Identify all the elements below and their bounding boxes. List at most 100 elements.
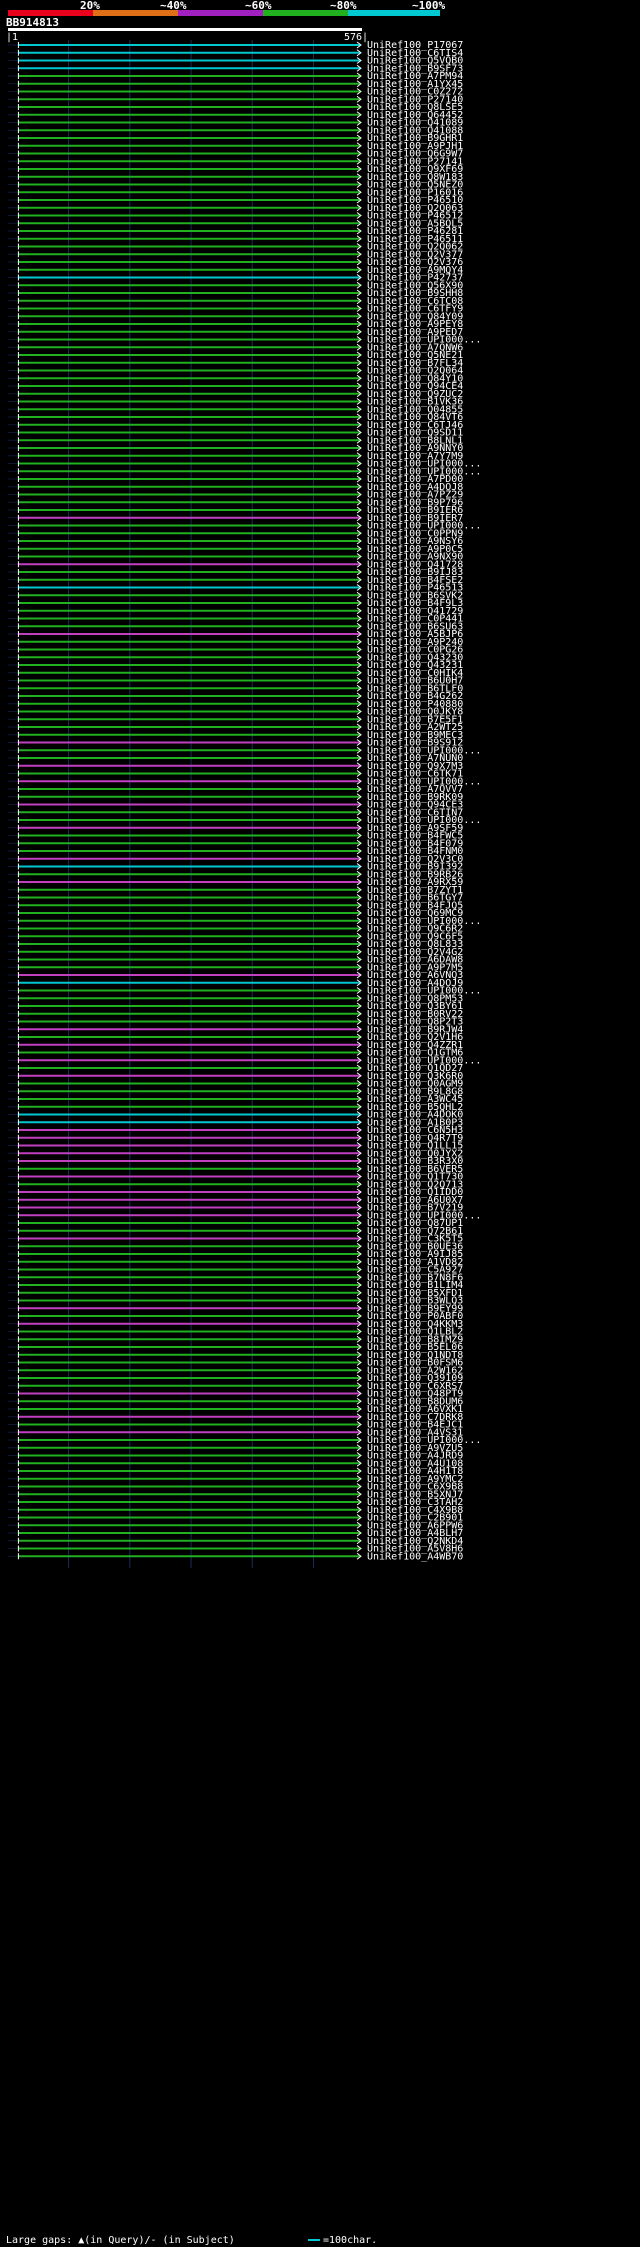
hit-label[interactable]: UniRef100_UPI000...	[367, 1210, 481, 1221]
hit-label[interactable]: UniRef100_B0UE36	[367, 1241, 463, 1252]
hit-label[interactable]: UniRef100_Q9SD11	[367, 428, 463, 439]
hit-label[interactable]: UniRef100_A9IJ85	[367, 1249, 463, 1260]
hit-label[interactable]: UniRef100_P16016	[367, 187, 463, 198]
hit-label[interactable]: UniRef100_UPI000...	[367, 745, 481, 756]
hit-label[interactable]: UniRef100_Q1NDT8	[367, 1350, 463, 1361]
hit-label[interactable]: UniRef100_C4X9B8	[367, 1505, 463, 1516]
hit-label[interactable]: UniRef100_A1VD82	[367, 1257, 463, 1268]
hit-label[interactable]: UniRef100_B9IER6	[367, 505, 463, 516]
hit-label[interactable]: UniRef100_Q64452	[367, 110, 463, 121]
hit-label[interactable]: UniRef100_Q39109	[367, 1373, 463, 1384]
hit-label[interactable]: UniRef100_A6U0X7	[367, 1195, 463, 1206]
hit-label[interactable]: UniRef100_Q1IDD0	[367, 1187, 463, 1198]
hit-label[interactable]: UniRef100_P0ABF0	[367, 1311, 463, 1322]
hit-label[interactable]: UniRef100_P46281	[367, 226, 463, 237]
hit-label[interactable]: UniRef100_A4VS31	[367, 1427, 463, 1438]
hit-label[interactable]: UniRef100_B0RV22	[367, 1009, 463, 1020]
hit-label[interactable]: UniRef100_B5QHL2	[367, 1102, 463, 1113]
hit-label[interactable]: UniRef100_A2W162	[367, 1365, 463, 1376]
hit-label[interactable]: UniRef100_UPI000...	[367, 776, 481, 787]
hit-label[interactable]: UniRef100_B9P796	[367, 497, 463, 508]
hit-label[interactable]: UniRef100_B5EL06	[367, 1342, 463, 1353]
hit-label[interactable]: UniRef100_Q4R7T9	[367, 1133, 463, 1144]
hit-label[interactable]: UniRef100_B6SU63	[367, 621, 463, 632]
hit-label[interactable]: UniRef100_A4DOJ8	[367, 482, 463, 493]
hit-label[interactable]: UniRef100_A4DOK0	[367, 1110, 463, 1121]
hit-label[interactable]: UniRef100_A9P240	[367, 637, 463, 648]
hit-label[interactable]: UniRef100_Q9X7M3	[367, 761, 463, 772]
hit-label[interactable]: UniRef100_B4FJQ5	[367, 900, 463, 911]
hit-label[interactable]: UniRef100_A7PZ29	[367, 490, 463, 501]
hit-label[interactable]: UniRef100_A7QNW6	[367, 342, 463, 353]
hit-label[interactable]: UniRef100_A9NSY6	[367, 536, 463, 547]
hit-label[interactable]: UniRef100_UPI000...	[367, 466, 481, 477]
hit-label[interactable]: UniRef100_C7DRK8	[367, 1412, 463, 1423]
hit-label[interactable]: UniRef100_P46512	[367, 211, 463, 222]
hit-label[interactable]: UniRef100_C2B901	[367, 1513, 463, 1524]
hit-label[interactable]: UniRef100_Q2Q062	[367, 242, 463, 253]
hit-label[interactable]: UniRef100_Q2V376	[367, 257, 463, 268]
hit-label[interactable]: UniRef100_Q41089	[367, 118, 463, 129]
hit-label[interactable]: UniRef100_Q43231	[367, 660, 463, 671]
hit-label[interactable]: UniRef100_UPI000...	[367, 986, 481, 997]
hit-label[interactable]: UniRef100_Q84Y10	[367, 373, 463, 384]
hit-label[interactable]: UniRef100_C6N5H3	[367, 1125, 463, 1136]
hit-label[interactable]: UniRef100_B9MEC3	[367, 730, 463, 741]
hit-label[interactable]: UniRef100_A7PD00	[367, 474, 463, 485]
hit-label[interactable]: UniRef100_B7FL34	[367, 358, 463, 369]
hit-label[interactable]: UniRef100_B9L8G8	[367, 1086, 463, 1097]
hit-label[interactable]: UniRef100_A9PEY8	[367, 319, 463, 330]
hit-label[interactable]: UniRef100_B8IMZ9	[367, 1334, 463, 1345]
hit-label[interactable]: UniRef100_B9RB26	[367, 869, 463, 880]
hit-label[interactable]: UniRef100_Q94CE3	[367, 800, 463, 811]
hit-label[interactable]: UniRef100_B9RJW4	[367, 1024, 463, 1035]
hit-label[interactable]: UniRef100_B1LIM4	[367, 1280, 463, 1291]
hit-label[interactable]: UniRef100_C6TK71	[367, 769, 463, 780]
hit-label[interactable]: UniRef100_Q2Q064	[367, 366, 463, 377]
hit-label[interactable]: UniRef100_A4WB70	[367, 1551, 463, 1562]
hit-label[interactable]: UniRef100_B4G262	[367, 691, 463, 702]
hit-label[interactable]: UniRef100_B5XFD1	[367, 1288, 463, 1299]
hit-label[interactable]: UniRef100_Q8P2T3	[367, 1017, 463, 1028]
hit-label[interactable]: UniRef100_C0PPN9	[367, 528, 463, 539]
hit-label[interactable]: UniRef100_A9SF59	[367, 823, 463, 834]
hit-label[interactable]: UniRef100_A9P7M5	[367, 962, 463, 973]
hit-label[interactable]: UniRef100_Q1GTM6	[367, 1048, 463, 1059]
hit-label[interactable]: UniRef100_A1YX45	[367, 79, 463, 90]
hit-label[interactable]: UniRef100_P27141	[367, 156, 463, 167]
hit-label[interactable]: UniRef100_B4FNM0	[367, 846, 463, 857]
hit-label[interactable]: UniRef100_B7E5F1	[367, 714, 463, 725]
hit-label[interactable]: UniRef100_B6TLF0	[367, 683, 463, 694]
hit-label[interactable]: UniRef100_C6TC08	[367, 296, 463, 307]
hit-label[interactable]: UniRef100_Q8PM53	[367, 993, 463, 1004]
hit-label[interactable]: UniRef100_UPI000...	[367, 1055, 481, 1066]
hit-label[interactable]: UniRef100_A9P0C5	[367, 544, 463, 555]
hit-label[interactable]: UniRef100_P46510	[367, 195, 463, 206]
hit-label[interactable]: UniRef100_P46513	[367, 583, 463, 594]
hit-label[interactable]: UniRef100_C6TJ46	[367, 420, 463, 431]
hit-label[interactable]: UniRef100_B5XNJ7	[367, 1489, 463, 1500]
hit-label[interactable]: UniRef100_P46511	[367, 234, 463, 245]
hit-label[interactable]: UniRef100_Q2V4G2	[367, 947, 463, 958]
hit-label[interactable]: UniRef100_Q8W183	[367, 172, 463, 183]
hit-label[interactable]: UniRef100_Q5VQB0	[367, 56, 463, 67]
hit-label[interactable]: UniRef100_C3TAH2	[367, 1497, 463, 1508]
hit-label[interactable]: UniRef100_B9IER7	[367, 513, 463, 524]
hit-label[interactable]: UniRef100_A9PED7	[367, 327, 463, 338]
hit-label[interactable]: UniRef100_A5BJP6	[367, 629, 463, 640]
hit-label[interactable]: UniRef100_Q9ZUC2	[367, 389, 463, 400]
hit-label[interactable]: UniRef100_A5BQL5	[367, 218, 463, 229]
hit-label[interactable]: UniRef100_B9IJ83	[367, 567, 463, 578]
hit-label[interactable]: UniRef100_B6TGY7	[367, 893, 463, 904]
hit-label[interactable]: UniRef100_B4FWC5	[367, 831, 463, 842]
hit-label[interactable]: UniRef100_B9EY99	[367, 1303, 463, 1314]
hit-label[interactable]: UniRef100_A7NUN0	[367, 753, 463, 764]
hit-label[interactable]: UniRef100_Q41088	[367, 125, 463, 136]
hit-label[interactable]: UniRef100_Q1LL15	[367, 1141, 463, 1152]
hit-label[interactable]: UniRef100_B4F9L3	[367, 598, 463, 609]
hit-label[interactable]: UniRef100_A9RX59	[367, 877, 463, 888]
hit-label[interactable]: UniRef100_Q9XF69	[367, 164, 463, 175]
hit-label[interactable]: UniRef100_Q41728	[367, 559, 463, 570]
hit-label[interactable]: UniRef100_A4BLH7	[367, 1528, 463, 1539]
hit-label[interactable]: UniRef100_B1VK36	[367, 397, 463, 408]
